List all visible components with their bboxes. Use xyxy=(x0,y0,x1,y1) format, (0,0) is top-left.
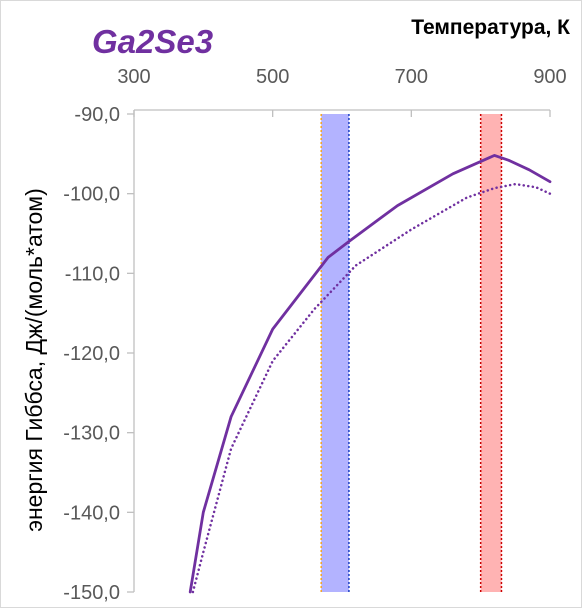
solid-series-line xyxy=(188,153,552,594)
x-tick-label: 900 xyxy=(533,66,566,88)
y-tick-label: -140,0 xyxy=(63,502,120,524)
y-axis-label: энергия Гиббса, Дж/(моль*атом) xyxy=(21,188,47,532)
dotted-series-line xyxy=(191,182,552,594)
axes xyxy=(133,109,550,592)
x-tick-label: 300 xyxy=(117,66,150,88)
y-tick-label: -90,0 xyxy=(74,104,120,126)
x-tick-label: 700 xyxy=(395,66,428,88)
x-axis-label: Температура, К xyxy=(411,16,570,39)
x-ticks: 300 500 700 900 xyxy=(117,66,567,117)
y-ticks: -90,0 -100,0 -110,0 -120,0 -130,0 -140,0 -150,… xyxy=(63,104,134,604)
y-tick-label: -100,0 xyxy=(63,184,120,206)
y-tick-label: -150,0 xyxy=(63,582,120,604)
temperature-band-1 xyxy=(321,114,349,592)
y-tick-label: -120,0 xyxy=(63,343,120,365)
series xyxy=(188,153,552,594)
y-tick-label: -130,0 xyxy=(63,423,120,445)
chart-title: Ga2Se3 xyxy=(92,23,213,60)
temperature-band-2 xyxy=(480,114,502,592)
y-tick-label: -110,0 xyxy=(65,263,120,285)
temperature-bands xyxy=(320,114,503,592)
x-tick-label: 500 xyxy=(256,66,289,88)
